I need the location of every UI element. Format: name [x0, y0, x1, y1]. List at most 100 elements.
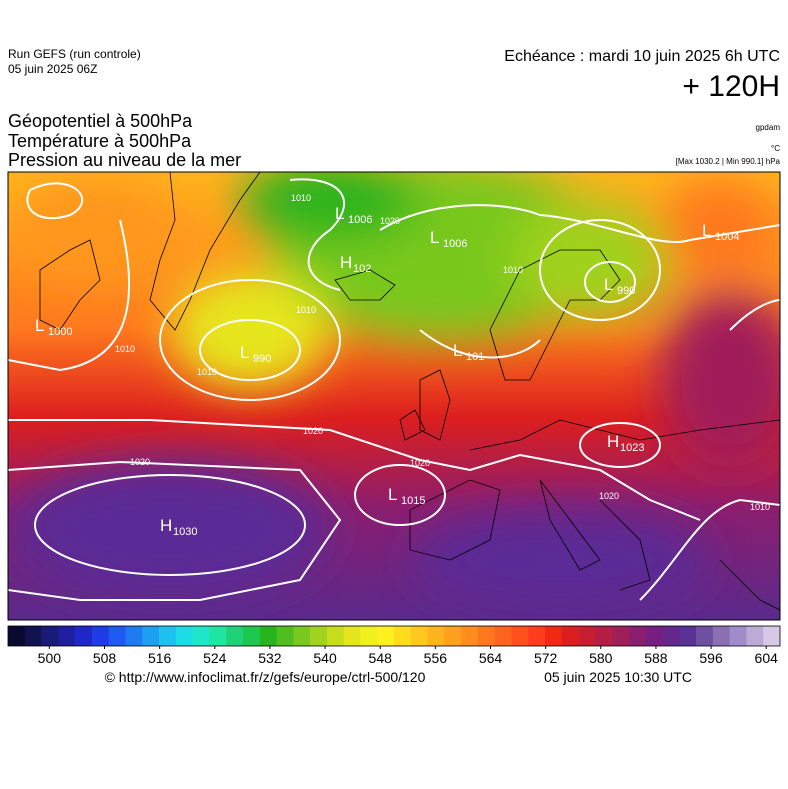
isobar-label: 1010: [197, 367, 217, 377]
center-value: 1000: [48, 326, 72, 338]
center-type: H: [340, 253, 352, 272]
coastlines: [39, 172, 780, 611]
colorbar-swatch: [595, 626, 613, 646]
colorbar-swatch: [41, 626, 59, 646]
isobar-label: 1010: [296, 305, 316, 315]
colorbar-swatch: [444, 626, 462, 646]
source-url: © http://www.infoclimat.fr/z/gefs/europe…: [105, 669, 426, 685]
valid-time: Echéance : mardi 10 juin 2025 6h UTC: [504, 48, 780, 65]
colorbar-tick-label: 588: [644, 650, 668, 666]
center-type: L: [604, 275, 613, 294]
center-type: L: [240, 343, 249, 362]
colorbar-swatch: [427, 626, 445, 646]
colorbar-tick-label: 604: [755, 650, 779, 666]
lead-time: + 120H: [682, 70, 780, 103]
colorbar-tick-label: 572: [534, 650, 558, 666]
isobar-label: 1020: [380, 216, 400, 226]
colorbar-swatch: [159, 626, 177, 646]
map-frame: [7, 171, 781, 621]
isobar-label: 1010: [115, 344, 135, 354]
field-name: Température à 500hPa: [8, 131, 192, 151]
colorbar-swatch: [561, 626, 579, 646]
issued-time: 05 juin 2025 10:30 UTC: [544, 669, 692, 685]
center-type: L: [335, 204, 344, 223]
center-value: 990: [253, 353, 271, 365]
center-type: H: [607, 432, 619, 451]
center-value: 1004: [715, 231, 739, 243]
center-value: 1006: [348, 214, 372, 226]
colorbar-tick-label: 564: [479, 650, 503, 666]
colorbar-swatch: [461, 626, 479, 646]
colorbar-frame: [7, 625, 781, 647]
colorbar-swatch: [209, 626, 227, 646]
colorbar-swatch: [58, 626, 76, 646]
field-shading: [10, 172, 780, 610]
unit-label: °C: [771, 144, 780, 153]
isobar-labels: 1010 1020 1010 1010 1010 1010 1020 1020 1020 1020…: [115, 193, 770, 512]
colorbar-swatch: [578, 626, 596, 646]
colorbar-tick-label: 548: [369, 650, 393, 666]
map: [8, 172, 780, 620]
colorbar-tick-label: 532: [258, 650, 282, 666]
center-type: L: [388, 485, 397, 504]
colorbar-swatch: [226, 626, 244, 646]
colorbar-swatch: [293, 626, 311, 646]
colorbar-swatch: [645, 626, 663, 646]
colorbar-tick-label: 580: [589, 650, 613, 666]
run-date: 05 juin 2025 06Z: [8, 62, 97, 76]
colorbar-swatch: [410, 626, 428, 646]
colorbar-tick-label: 508: [93, 650, 117, 666]
center-type: L: [702, 221, 711, 240]
colorbar-tick-label: 556: [424, 650, 448, 666]
colorbar-swatch: [763, 626, 781, 646]
center-type: L: [453, 341, 462, 360]
isobar-label: 1020: [130, 457, 150, 467]
colorbar-swatch: [108, 626, 126, 646]
colorbar-swatch: [276, 626, 294, 646]
colorbar-swatch: [377, 626, 395, 646]
colorbar-swatch: [477, 626, 495, 646]
isobar-label: 1020: [303, 426, 323, 436]
colorbar-swatch: [729, 626, 747, 646]
colorbar-swatch: [259, 626, 277, 646]
colorbar-swatch: [91, 626, 109, 646]
center-value: 1023: [620, 442, 644, 454]
colorbar: 500 508 516 524 532 540 548 556 564 572 580 588 596 6…: [7, 625, 781, 666]
colorbar-swatch: [712, 626, 730, 646]
center-type: L: [430, 228, 439, 247]
colorbar-swatch: [326, 626, 344, 646]
center-value: 1030: [173, 526, 197, 538]
colorbar-swatch: [8, 626, 26, 646]
center-type: L: [35, 316, 44, 335]
center-value: 101: [466, 351, 484, 363]
isobar-label: 1010: [750, 502, 770, 512]
center-value: 1006: [443, 238, 467, 250]
colorbar-swatch: [746, 626, 764, 646]
colorbar-swatch: [394, 626, 412, 646]
isobars: [8, 178, 780, 601]
field-name: Géopotentiel à 500hPa: [8, 111, 193, 131]
colorbar-swatch: [343, 626, 361, 646]
colorbar-swatch: [75, 626, 93, 646]
colorbar-swatch: [511, 626, 529, 646]
colorbar-swatch: [310, 626, 328, 646]
colorbar-tick-label: 540: [313, 650, 337, 666]
colorbar-swatch: [125, 626, 143, 646]
center-value: 1015: [401, 495, 425, 507]
colorbar-swatch: [360, 626, 378, 646]
center-value: 990: [617, 285, 635, 297]
center-type: H: [160, 516, 172, 535]
unit-label: gpdam: [756, 123, 781, 132]
colorbar-swatch: [192, 626, 210, 646]
colorbar-swatch: [528, 626, 546, 646]
colorbar-swatch: [242, 626, 261, 646]
pressure-range: [Max 1030.2 | Min 990.1] hPa: [676, 157, 781, 166]
colorbar-swatch: [662, 626, 680, 646]
colorbar-tick-label: 524: [203, 650, 227, 666]
isobar-label: 1020: [599, 491, 619, 501]
field-name: Pression au niveau de la mer: [8, 150, 241, 170]
colorbar-swatch: [628, 626, 647, 646]
colorbar-swatch: [142, 626, 160, 646]
